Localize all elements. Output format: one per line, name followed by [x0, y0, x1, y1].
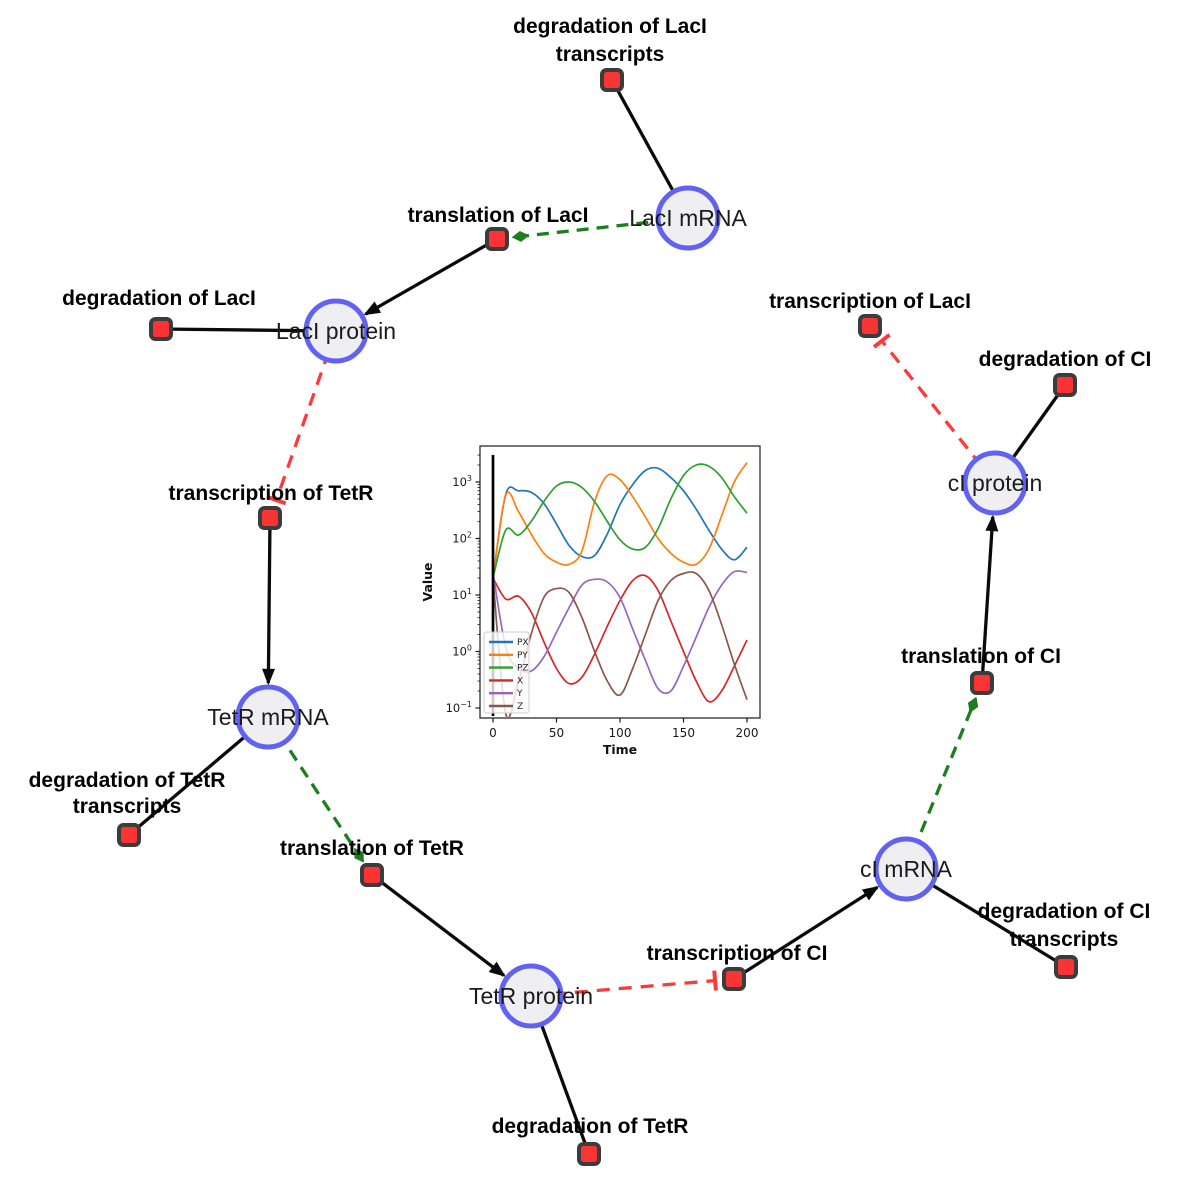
plot-curves — [492, 462, 748, 717]
reaction-node-deg_ci_transcripts[interactable] — [1054, 955, 1078, 979]
x-axis-title: Time — [603, 742, 637, 757]
reaction-node-translation_ci[interactable] — [970, 671, 994, 695]
reaction-node-deg_tetr_transcripts[interactable] — [117, 823, 141, 847]
reaction-label-transcription_ci: transcription of CI — [647, 942, 828, 965]
timecourse-plot: 103 102 101 100 10−1 0 50 100 150 200 Time Value PX P… — [420, 445, 761, 757]
reaction-label-deg_tetr_transcripts: degradation of TetR transcripts — [29, 769, 226, 818]
y-tick-label: 101 — [452, 587, 472, 602]
reaction-node-deg_ci[interactable] — [1053, 373, 1077, 397]
species-node-ci_mrna[interactable] — [873, 836, 939, 902]
x-tick-label: 150 — [672, 726, 695, 740]
reaction-label-deg_ci: degradation of CI — [979, 348, 1152, 371]
species-label-laci_mrna: LacI mRNA — [629, 205, 747, 231]
legend-label-PX: PX — [517, 638, 529, 648]
x-tick-label: 50 — [549, 726, 564, 740]
y-tick-label: 100 — [452, 644, 472, 659]
legend-label-PZ: PZ — [517, 664, 529, 674]
reaction-label-deg_laci: degradation of LacI — [62, 287, 256, 310]
reaction-node-deg_laci[interactable] — [149, 317, 173, 341]
reaction-label-deg_tetr: degradation of TetR — [492, 1115, 689, 1138]
species-node-tetr_protein[interactable] — [498, 963, 564, 1029]
species-label-ci_mrna: cI mRNA — [860, 856, 953, 882]
x-tick-label: 100 — [609, 726, 632, 740]
edge-production-translation_laci-laci_protein — [363, 237, 498, 316]
edge-production-transcription_ci-ci_mrna — [733, 885, 880, 981]
reaction-node-transcription_tetr[interactable] — [258, 506, 282, 530]
series-line-Z — [492, 571, 748, 717]
species-label-tetr_mrna: TetR mRNA — [207, 704, 329, 730]
y-tick-label: 103 — [452, 474, 472, 489]
reaction-label-transcription_tetr: transcription of TetR — [169, 482, 374, 505]
reaction-label-translation_ci: translation of CI — [901, 645, 1061, 668]
reaction-node-deg_tetr[interactable] — [577, 1142, 601, 1166]
species-node-laci_mrna[interactable] — [655, 185, 721, 251]
nodes-layer — [117, 68, 1078, 1166]
reaction-node-transcription_ci[interactable] — [722, 967, 746, 991]
species-label-tetr_protein: TetR protein — [469, 983, 593, 1009]
legend-label-PY: PY — [517, 651, 528, 661]
edge-production-transcription_tetr-tetr_mrna — [261, 517, 275, 686]
reaction-node-transcription_laci[interactable] — [858, 314, 882, 338]
species-node-laci_protein[interactable] — [303, 298, 369, 364]
series-line-Y — [492, 569, 748, 695]
x-tick-label: 200 — [736, 726, 759, 740]
legend-label-X: X — [517, 676, 523, 686]
edge-production-translation_ci-ci_protein — [980, 514, 999, 684]
y-tick-label: 10−1 — [446, 700, 472, 715]
series-line-PY — [492, 462, 748, 579]
species-label-laci_protein: LacI protein — [276, 318, 396, 344]
species-label-ci_protein: cI protein — [948, 470, 1043, 496]
y-axis-title: Value — [420, 562, 435, 601]
series-line-PX — [492, 466, 748, 579]
reaction-label-transcription_laci: transcription of LacI — [769, 290, 971, 313]
reaction-node-translation_tetr[interactable] — [360, 863, 384, 887]
y-tick-label: 102 — [452, 531, 472, 546]
series-line-PZ — [492, 463, 748, 579]
reaction-label-deg_laci_transcripts: degradation of LacI transcripts — [513, 15, 707, 66]
legend-label-Y: Y — [516, 689, 523, 699]
labels-layer: LacI mRNA LacI protein cI protein TetR mRNA… — [29, 15, 1152, 1138]
reaction-label-translation_tetr: translation of TetR — [280, 837, 464, 860]
legend-label-Z: Z — [517, 702, 523, 712]
reaction-node-deg_laci_transcripts[interactable] — [600, 68, 624, 92]
species-node-ci_protein[interactable] — [962, 450, 1028, 516]
reaction-label-deg_ci_transcripts: degradation of CI transcripts — [978, 900, 1151, 951]
reaction-label-translation_laci: translation of LacI — [408, 204, 589, 227]
species-node-tetr_mrna[interactable] — [235, 684, 301, 750]
edge-production-translation_tetr-tetr_protein — [371, 873, 506, 977]
reaction-node-translation_laci[interactable] — [485, 227, 509, 251]
x-tick-label: 0 — [489, 726, 497, 740]
